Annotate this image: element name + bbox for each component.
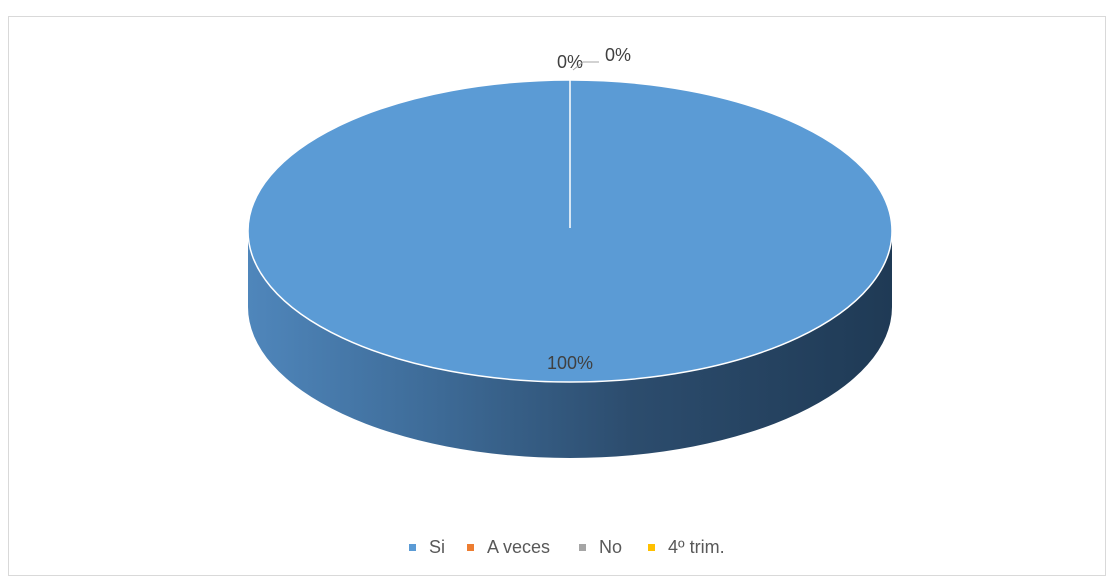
legend-label-4-trim: 4º trim.: [668, 537, 725, 557]
legend-swatch-4-trim: [648, 544, 655, 551]
legend-swatch-a-veces: [467, 544, 474, 551]
legend-label-a-veces: A veces: [487, 537, 550, 557]
legend-label-si: Si: [429, 537, 445, 557]
legend-swatch-si: [409, 544, 416, 551]
data-label-a-veces: 0%: [557, 52, 583, 72]
leader-line: [572, 61, 599, 71]
pie-side-si: [248, 231, 892, 458]
legend-swatch-no: [579, 544, 586, 551]
legend-label-no: No: [599, 537, 622, 557]
data-label-si: 100%: [547, 353, 593, 373]
data-label-no: 0%: [605, 45, 631, 65]
